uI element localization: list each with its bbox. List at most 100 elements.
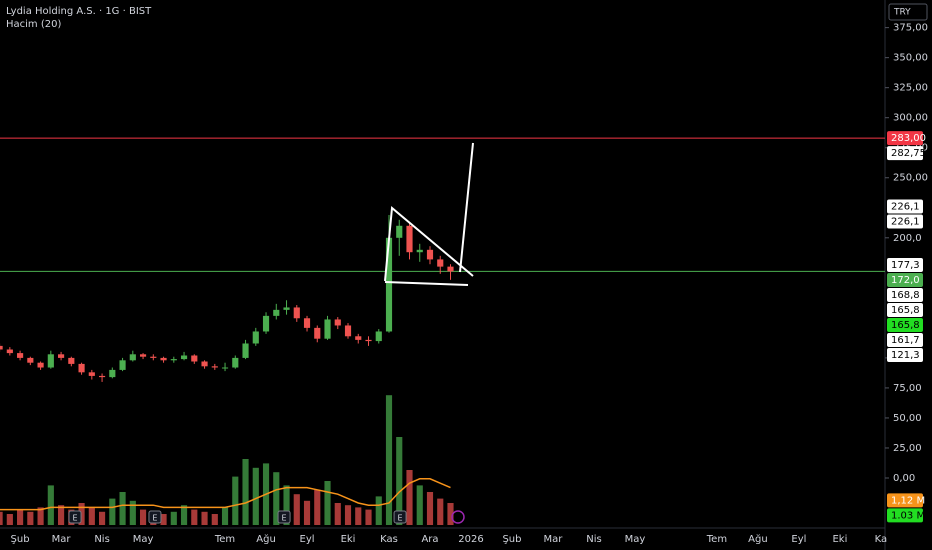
volume-bar [324, 481, 331, 525]
y-tick-label: 75,00 [893, 383, 922, 394]
currency[interactable]: TRY [893, 8, 911, 18]
volume-bar [180, 505, 188, 525]
volume-bar [129, 500, 136, 525]
price-badge [887, 273, 923, 288]
x-tick-label: Şub [11, 534, 30, 545]
candle-body [160, 357, 167, 361]
volume-bar [191, 509, 198, 525]
x-tick-label: Şub [502, 534, 521, 545]
candle-body [191, 355, 198, 362]
candle-body [129, 354, 136, 361]
candle-body [293, 307, 300, 319]
volume-bar [252, 467, 259, 525]
volume-bar [88, 507, 95, 525]
currency-box[interactable] [888, 3, 928, 21]
candle-body [37, 362, 44, 368]
candle-body [273, 309, 280, 316]
price-badge-label: 165,8 [891, 320, 920, 331]
x-tick-label: May [625, 534, 646, 545]
y-tick-label: 250,00 [893, 173, 928, 184]
candle-body [365, 339, 372, 342]
candle-body [303, 318, 311, 328]
volume-bar [426, 492, 434, 525]
candle-body [6, 349, 13, 354]
candle-body [385, 237, 393, 332]
candle-body [139, 354, 147, 357]
event-marker[interactable] [393, 510, 407, 524]
volume-bar [160, 514, 167, 525]
volume-bar [273, 472, 280, 525]
volume-bar [334, 503, 341, 525]
candle-body [17, 353, 24, 358]
volume-bar [375, 496, 382, 525]
candle-body [355, 336, 362, 340]
volume-bar [242, 459, 249, 525]
x-tick-label: 2026 [458, 534, 483, 545]
volume-bar [17, 509, 24, 525]
x-tick-label: Ağu [256, 533, 276, 545]
price-badge-label: 165,8 [891, 305, 920, 316]
volume-bar [314, 489, 321, 525]
volume-bar [396, 437, 403, 525]
candle-body [78, 363, 85, 373]
candle-body [170, 359, 177, 361]
candle-body [426, 249, 434, 260]
volume-bar [365, 509, 372, 525]
event-label: E [398, 514, 403, 523]
volume-bar [0, 511, 3, 525]
candle-body [232, 357, 239, 368]
y-tick-label: 0,00 [893, 473, 915, 484]
price-badge-label: 121,3 [891, 350, 920, 361]
volume-bar [170, 511, 177, 525]
volume-bar [344, 505, 352, 525]
event-marker[interactable] [148, 510, 162, 524]
price-badge-label: 177,3 [891, 260, 920, 271]
price-badge [887, 508, 923, 523]
candle-body [406, 225, 413, 253]
x-tick-label: Ka [875, 534, 888, 545]
candle-body [88, 372, 95, 376]
price-badge [887, 348, 923, 363]
volume-bar [437, 498, 444, 525]
price-badge-label: 282,75 [891, 148, 926, 159]
candle-body [242, 343, 249, 358]
candle-body [27, 357, 34, 363]
price-badge-label: 226,1 [891, 201, 920, 212]
y-tick-label: 350,00 [893, 53, 928, 64]
drawing [384, 142, 474, 286]
price-badge [887, 493, 923, 508]
candle-body [375, 331, 382, 342]
price-badge-label: 226,1 [891, 216, 920, 227]
candle-body [283, 307, 290, 310]
candle-body [47, 354, 54, 368]
candle-body [68, 357, 75, 364]
candle-body [262, 315, 270, 332]
event-marker[interactable] [68, 510, 82, 524]
volume-bar [47, 485, 54, 525]
volume-bar [98, 511, 106, 525]
volume-ma [0, 478, 451, 511]
volume-bar [355, 507, 362, 525]
x-tick-label: Mar [52, 534, 72, 545]
alert-icon[interactable] [451, 510, 465, 524]
y-tick-label: 50,00 [893, 413, 922, 424]
price-badge [887, 333, 923, 348]
volume-bar [27, 511, 34, 525]
flag-triangle [384, 206, 474, 282]
candle-body [324, 319, 331, 339]
volume-bar [385, 395, 393, 525]
price-badge [887, 303, 923, 318]
candle-body [252, 331, 259, 344]
candle-body [396, 225, 403, 238]
candle-body [180, 355, 188, 360]
x-tick-label: Tem [214, 534, 235, 545]
x-tick-label: Tem [706, 534, 727, 545]
event-marker[interactable] [277, 510, 291, 524]
flag-base [384, 281, 469, 286]
candle-body [221, 367, 229, 369]
candle-body [447, 266, 454, 272]
indicator-label: Hacim (20) [6, 19, 61, 30]
volume-bar [221, 507, 229, 525]
